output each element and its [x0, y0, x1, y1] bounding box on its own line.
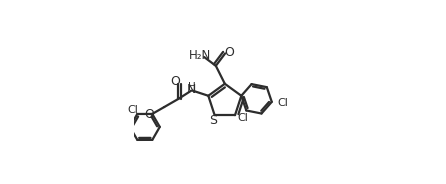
Text: Cl: Cl	[128, 105, 138, 115]
Text: O: O	[224, 46, 234, 59]
Text: Cl: Cl	[237, 114, 248, 123]
Text: S: S	[209, 114, 217, 127]
Text: N: N	[187, 83, 197, 96]
Text: O: O	[170, 75, 180, 88]
Text: O: O	[144, 108, 154, 121]
Text: H₂N: H₂N	[189, 49, 211, 62]
Text: H: H	[188, 82, 196, 92]
Text: Cl: Cl	[278, 98, 289, 108]
